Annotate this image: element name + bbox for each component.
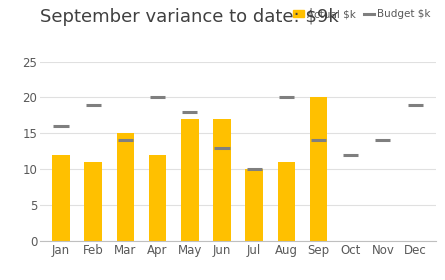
Legend: Actual $k, Budget $k: Actual $k, Budget $k [293, 10, 431, 20]
Bar [181, 119, 198, 241]
Bar [310, 97, 328, 241]
Bar [278, 162, 295, 241]
Bar [245, 169, 263, 241]
Bar [149, 155, 166, 241]
Text: September variance to date: $9k: September variance to date: $9k [40, 8, 339, 26]
Bar [52, 155, 70, 241]
Bar [84, 162, 102, 241]
Bar [117, 133, 134, 241]
Bar [213, 119, 231, 241]
